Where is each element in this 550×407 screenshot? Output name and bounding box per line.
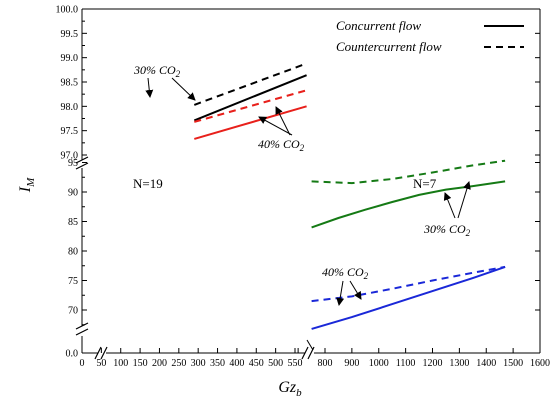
arrow-30co2-n7-b xyxy=(457,181,471,219)
x-tick-label-left-2: 150 xyxy=(133,358,148,369)
annotation-30co2-n19: 30% CO2 xyxy=(133,63,181,79)
x-tick-label-15: 1000 xyxy=(369,358,389,369)
arrow-30co2-n19-b xyxy=(171,77,196,101)
arrow-40co2-n19-b xyxy=(258,116,293,136)
x-break-mark-1b xyxy=(100,346,108,360)
annotation-40co2-n7: 40% CO2 xyxy=(322,265,369,281)
y-tick-label-upper-6: 100.0 xyxy=(56,5,79,16)
arrow-30co2-n19-a xyxy=(145,77,154,98)
x-tick-label-8: 400 xyxy=(229,358,244,369)
panel-label-n19: N=19 xyxy=(133,176,163,191)
annotation-40co2-n19: 40% CO2 xyxy=(258,137,305,153)
x-tick-label-20: 1500 xyxy=(503,358,523,369)
x-tick-label-18: 1300 xyxy=(449,358,469,369)
series-line-panel0-0 xyxy=(193,62,307,106)
x-break-mark-1a xyxy=(94,346,102,360)
x-tick-label-21: 1600 xyxy=(530,358,550,369)
x-tick-label-11: 550 xyxy=(288,358,303,369)
y-tick-label-lower-4: 90 xyxy=(68,188,78,199)
y-tick-label-lower-1: 75 xyxy=(68,276,78,287)
y-tick-label-lower-3: 85 xyxy=(68,217,78,228)
x-break-mark-2a xyxy=(301,346,309,360)
y-tick-label-lower-5: 95 xyxy=(68,158,78,169)
x-tick-label-left-4: 250 xyxy=(171,358,186,369)
panel-break-divider xyxy=(306,339,314,351)
arrow-30co2-n7-a xyxy=(443,192,456,219)
y-break-mark-1b xyxy=(75,162,89,170)
x-tick-label-6: 300 xyxy=(191,358,206,369)
x-axis-label: Gzb xyxy=(278,379,302,399)
x-tick-label-0: 0 xyxy=(80,358,85,369)
y-break-mark-2a xyxy=(75,322,89,330)
y-break-mark-1a xyxy=(75,156,89,164)
x-break-mark-2b xyxy=(307,346,315,360)
x-tick-label-9: 450 xyxy=(249,358,264,369)
legend-label-countercurrent: Countercurrent flow xyxy=(336,39,442,54)
series-line-panel1-0 xyxy=(311,159,506,185)
legend: Concurrent flow Countercurrent flow xyxy=(336,18,524,54)
x-tick-label-left-3: 200 xyxy=(152,358,167,369)
y-axis-label: IM xyxy=(17,177,37,193)
arrow-40co2-n7-a xyxy=(336,280,345,306)
series-line-panel1-3 xyxy=(311,265,506,330)
arrow-40co2-n19-a xyxy=(275,106,291,136)
y-break-mark-2b xyxy=(75,328,89,336)
x-tick-label-left-0: 50 xyxy=(96,358,106,369)
y-tick-label-upper-0: 97.0 xyxy=(61,151,79,162)
annotation-arrows xyxy=(145,77,471,306)
series-line-panel1-1 xyxy=(311,180,506,229)
x-tick-label-14: 900 xyxy=(344,358,359,369)
panel-label-n7: N=7 xyxy=(413,176,437,191)
plot-area: 97.0 97.5 98.0 98.5 99.0 99.5 100.0 70 75 80 85 90 9… xyxy=(56,5,550,370)
x-tick-label-left-1: 100 xyxy=(113,358,128,369)
legend-label-concurrent: Concurrent flow xyxy=(336,18,421,33)
x-tick-label-16: 1100 xyxy=(396,358,416,369)
y-tick-label-upper-2: 98.0 xyxy=(61,102,79,113)
series-line-panel0-3 xyxy=(194,105,307,140)
arrow-40co2-n7-b xyxy=(349,280,362,300)
series-line-panel0-2 xyxy=(194,89,307,123)
y-tick-label-upper-4: 99.0 xyxy=(61,53,79,64)
y-tick-label-upper-3: 98.5 xyxy=(61,78,79,89)
y-tick-label-lower-0: 70 xyxy=(68,306,78,317)
series-line-panel1-2 xyxy=(311,265,506,303)
x-tick-label-7: 350 xyxy=(210,358,225,369)
y-tick-label-lower-2: 80 xyxy=(68,247,78,258)
series-line-panel0-1 xyxy=(193,74,307,122)
x-tick-label-19: 1400 xyxy=(476,358,496,369)
x-tick-label-10: 500 xyxy=(268,358,283,369)
x-tick-label-17: 1200 xyxy=(423,358,443,369)
x-tick-label-13: 800 xyxy=(318,358,333,369)
annotation-30co2-n7: 30% CO2 xyxy=(423,222,471,238)
y-tick-label-upper-5: 99.5 xyxy=(61,29,79,40)
y-tick-label-upper-1: 97.5 xyxy=(61,126,79,137)
y-tick-label-zero: 0.0 xyxy=(66,349,79,360)
